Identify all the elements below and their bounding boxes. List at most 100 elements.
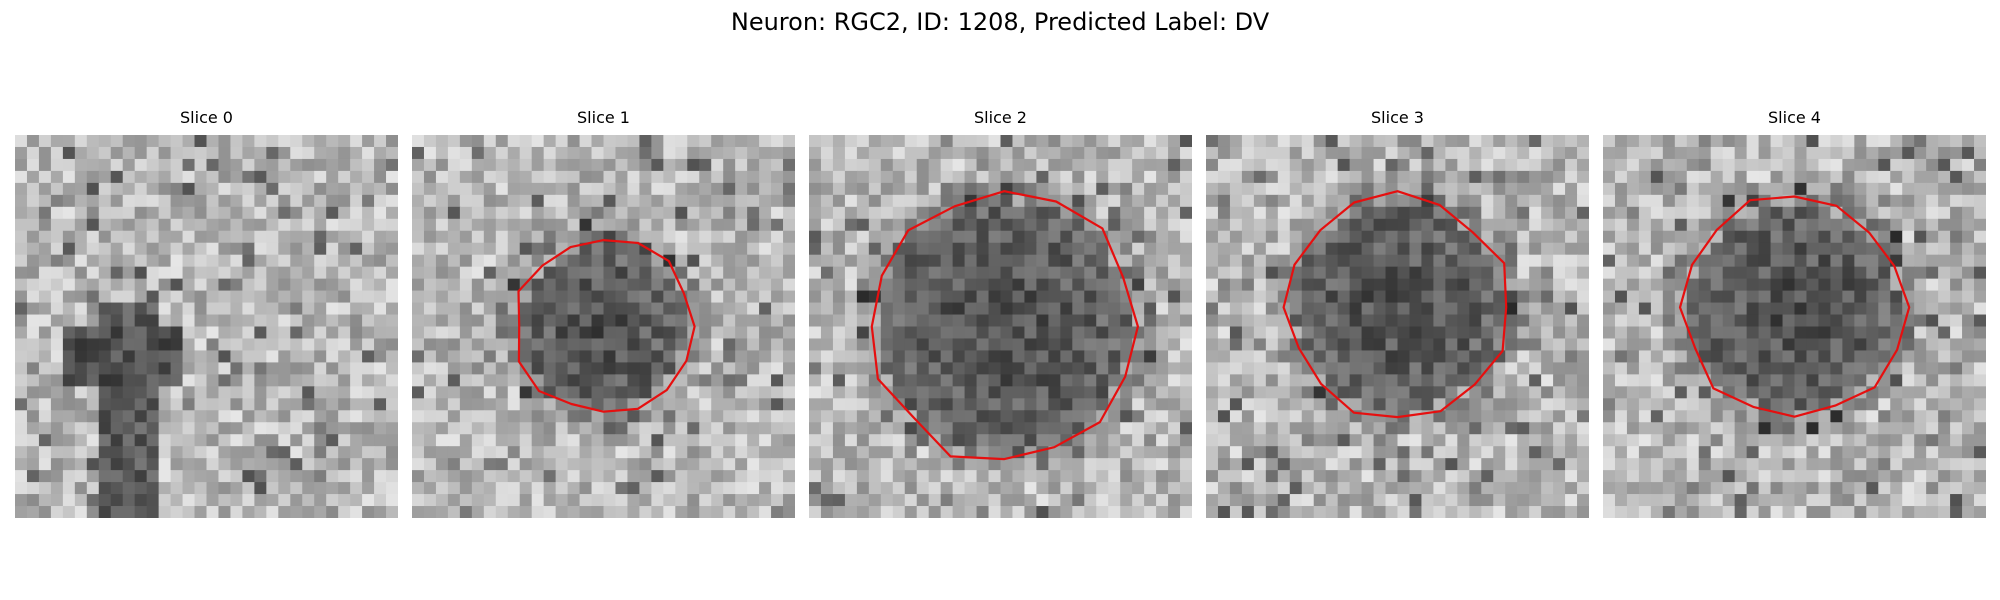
pixel bbox=[1686, 206, 1700, 220]
pixel bbox=[1938, 206, 1951, 220]
pixel bbox=[50, 386, 64, 399]
pixel bbox=[278, 386, 291, 399]
pixel bbox=[591, 278, 605, 292]
pixel bbox=[483, 494, 497, 507]
pixel bbox=[1974, 350, 1986, 364]
pixel bbox=[723, 206, 736, 220]
pixel bbox=[1445, 278, 1458, 292]
pixel bbox=[711, 206, 724, 220]
pixel bbox=[362, 135, 375, 148]
pixel bbox=[1000, 410, 1014, 423]
pixel bbox=[362, 194, 375, 208]
pixel bbox=[1000, 398, 1014, 411]
pixel bbox=[1469, 135, 1482, 148]
pixel bbox=[711, 494, 724, 507]
pixel bbox=[1012, 410, 1026, 423]
pixel bbox=[952, 386, 966, 399]
pixel bbox=[471, 290, 485, 304]
pixel bbox=[122, 158, 136, 172]
pixel bbox=[531, 470, 545, 483]
pixel bbox=[1060, 302, 1073, 316]
pixel bbox=[856, 470, 870, 483]
pixel bbox=[820, 218, 834, 232]
pixel bbox=[759, 278, 772, 292]
pixel bbox=[809, 338, 822, 352]
pixel bbox=[1770, 434, 1784, 447]
pixel bbox=[38, 494, 52, 507]
pixel bbox=[1445, 266, 1458, 280]
pixel bbox=[1277, 254, 1291, 268]
pixel bbox=[110, 218, 124, 232]
pixel bbox=[555, 194, 569, 208]
pixel bbox=[952, 314, 966, 328]
pixel bbox=[230, 230, 244, 244]
pixel bbox=[1120, 254, 1133, 268]
pixel bbox=[74, 482, 88, 495]
pixel bbox=[483, 314, 497, 328]
pixel bbox=[543, 135, 557, 148]
pixel bbox=[1565, 230, 1578, 244]
pixel bbox=[483, 206, 497, 220]
pixel bbox=[1926, 182, 1939, 196]
pixel bbox=[86, 290, 100, 304]
pixel bbox=[459, 206, 473, 220]
pixel bbox=[519, 470, 533, 483]
pixel bbox=[122, 434, 136, 447]
pixel bbox=[459, 242, 473, 256]
pixel bbox=[1156, 146, 1169, 160]
pixel bbox=[459, 434, 473, 447]
pixel bbox=[507, 470, 521, 483]
pixel bbox=[651, 266, 664, 280]
pixel bbox=[1301, 398, 1315, 411]
pixel bbox=[230, 158, 244, 172]
pixel bbox=[735, 338, 748, 352]
pixel bbox=[1842, 242, 1855, 256]
pixel bbox=[904, 482, 918, 495]
pixel bbox=[1253, 266, 1267, 280]
pixel bbox=[1854, 314, 1867, 328]
pixel bbox=[1060, 254, 1073, 268]
pixel bbox=[38, 135, 52, 148]
pixel bbox=[1469, 314, 1482, 328]
pixel bbox=[1144, 338, 1157, 352]
pixel bbox=[735, 422, 748, 435]
pixel bbox=[615, 458, 629, 471]
pixel bbox=[639, 290, 652, 304]
pixel bbox=[86, 218, 100, 232]
pixel bbox=[38, 410, 52, 423]
pixel bbox=[447, 314, 461, 328]
pixel bbox=[15, 398, 28, 411]
pixel bbox=[1457, 158, 1470, 172]
pixel bbox=[1409, 242, 1423, 256]
pixel bbox=[218, 182, 232, 196]
slice-title-4: Slice 4 bbox=[1768, 108, 1821, 127]
pixel bbox=[1806, 242, 1820, 256]
pixel bbox=[723, 362, 736, 375]
pixel bbox=[1914, 374, 1927, 387]
pixel bbox=[98, 338, 112, 352]
pixel bbox=[1698, 218, 1712, 232]
pixel bbox=[627, 446, 641, 459]
slice-image-1 bbox=[412, 135, 795, 518]
pixel bbox=[1409, 350, 1423, 364]
pixel bbox=[26, 170, 40, 184]
pixel bbox=[1012, 374, 1026, 387]
pixel bbox=[26, 434, 40, 447]
pixel bbox=[1469, 326, 1482, 340]
pixel bbox=[447, 482, 461, 495]
pixel bbox=[1024, 182, 1038, 196]
pixel bbox=[1072, 506, 1085, 518]
pixel bbox=[856, 374, 870, 387]
pixel bbox=[314, 386, 327, 399]
pixel bbox=[1866, 410, 1879, 423]
pixel bbox=[1974, 254, 1986, 268]
pixel bbox=[62, 470, 76, 483]
pixel bbox=[447, 206, 461, 220]
pixel bbox=[809, 326, 822, 340]
pixel bbox=[266, 446, 279, 459]
pixel bbox=[1950, 290, 1963, 304]
pixel bbox=[1325, 194, 1339, 208]
pixel bbox=[15, 506, 28, 518]
pixel bbox=[615, 266, 629, 280]
pixel bbox=[892, 170, 906, 184]
